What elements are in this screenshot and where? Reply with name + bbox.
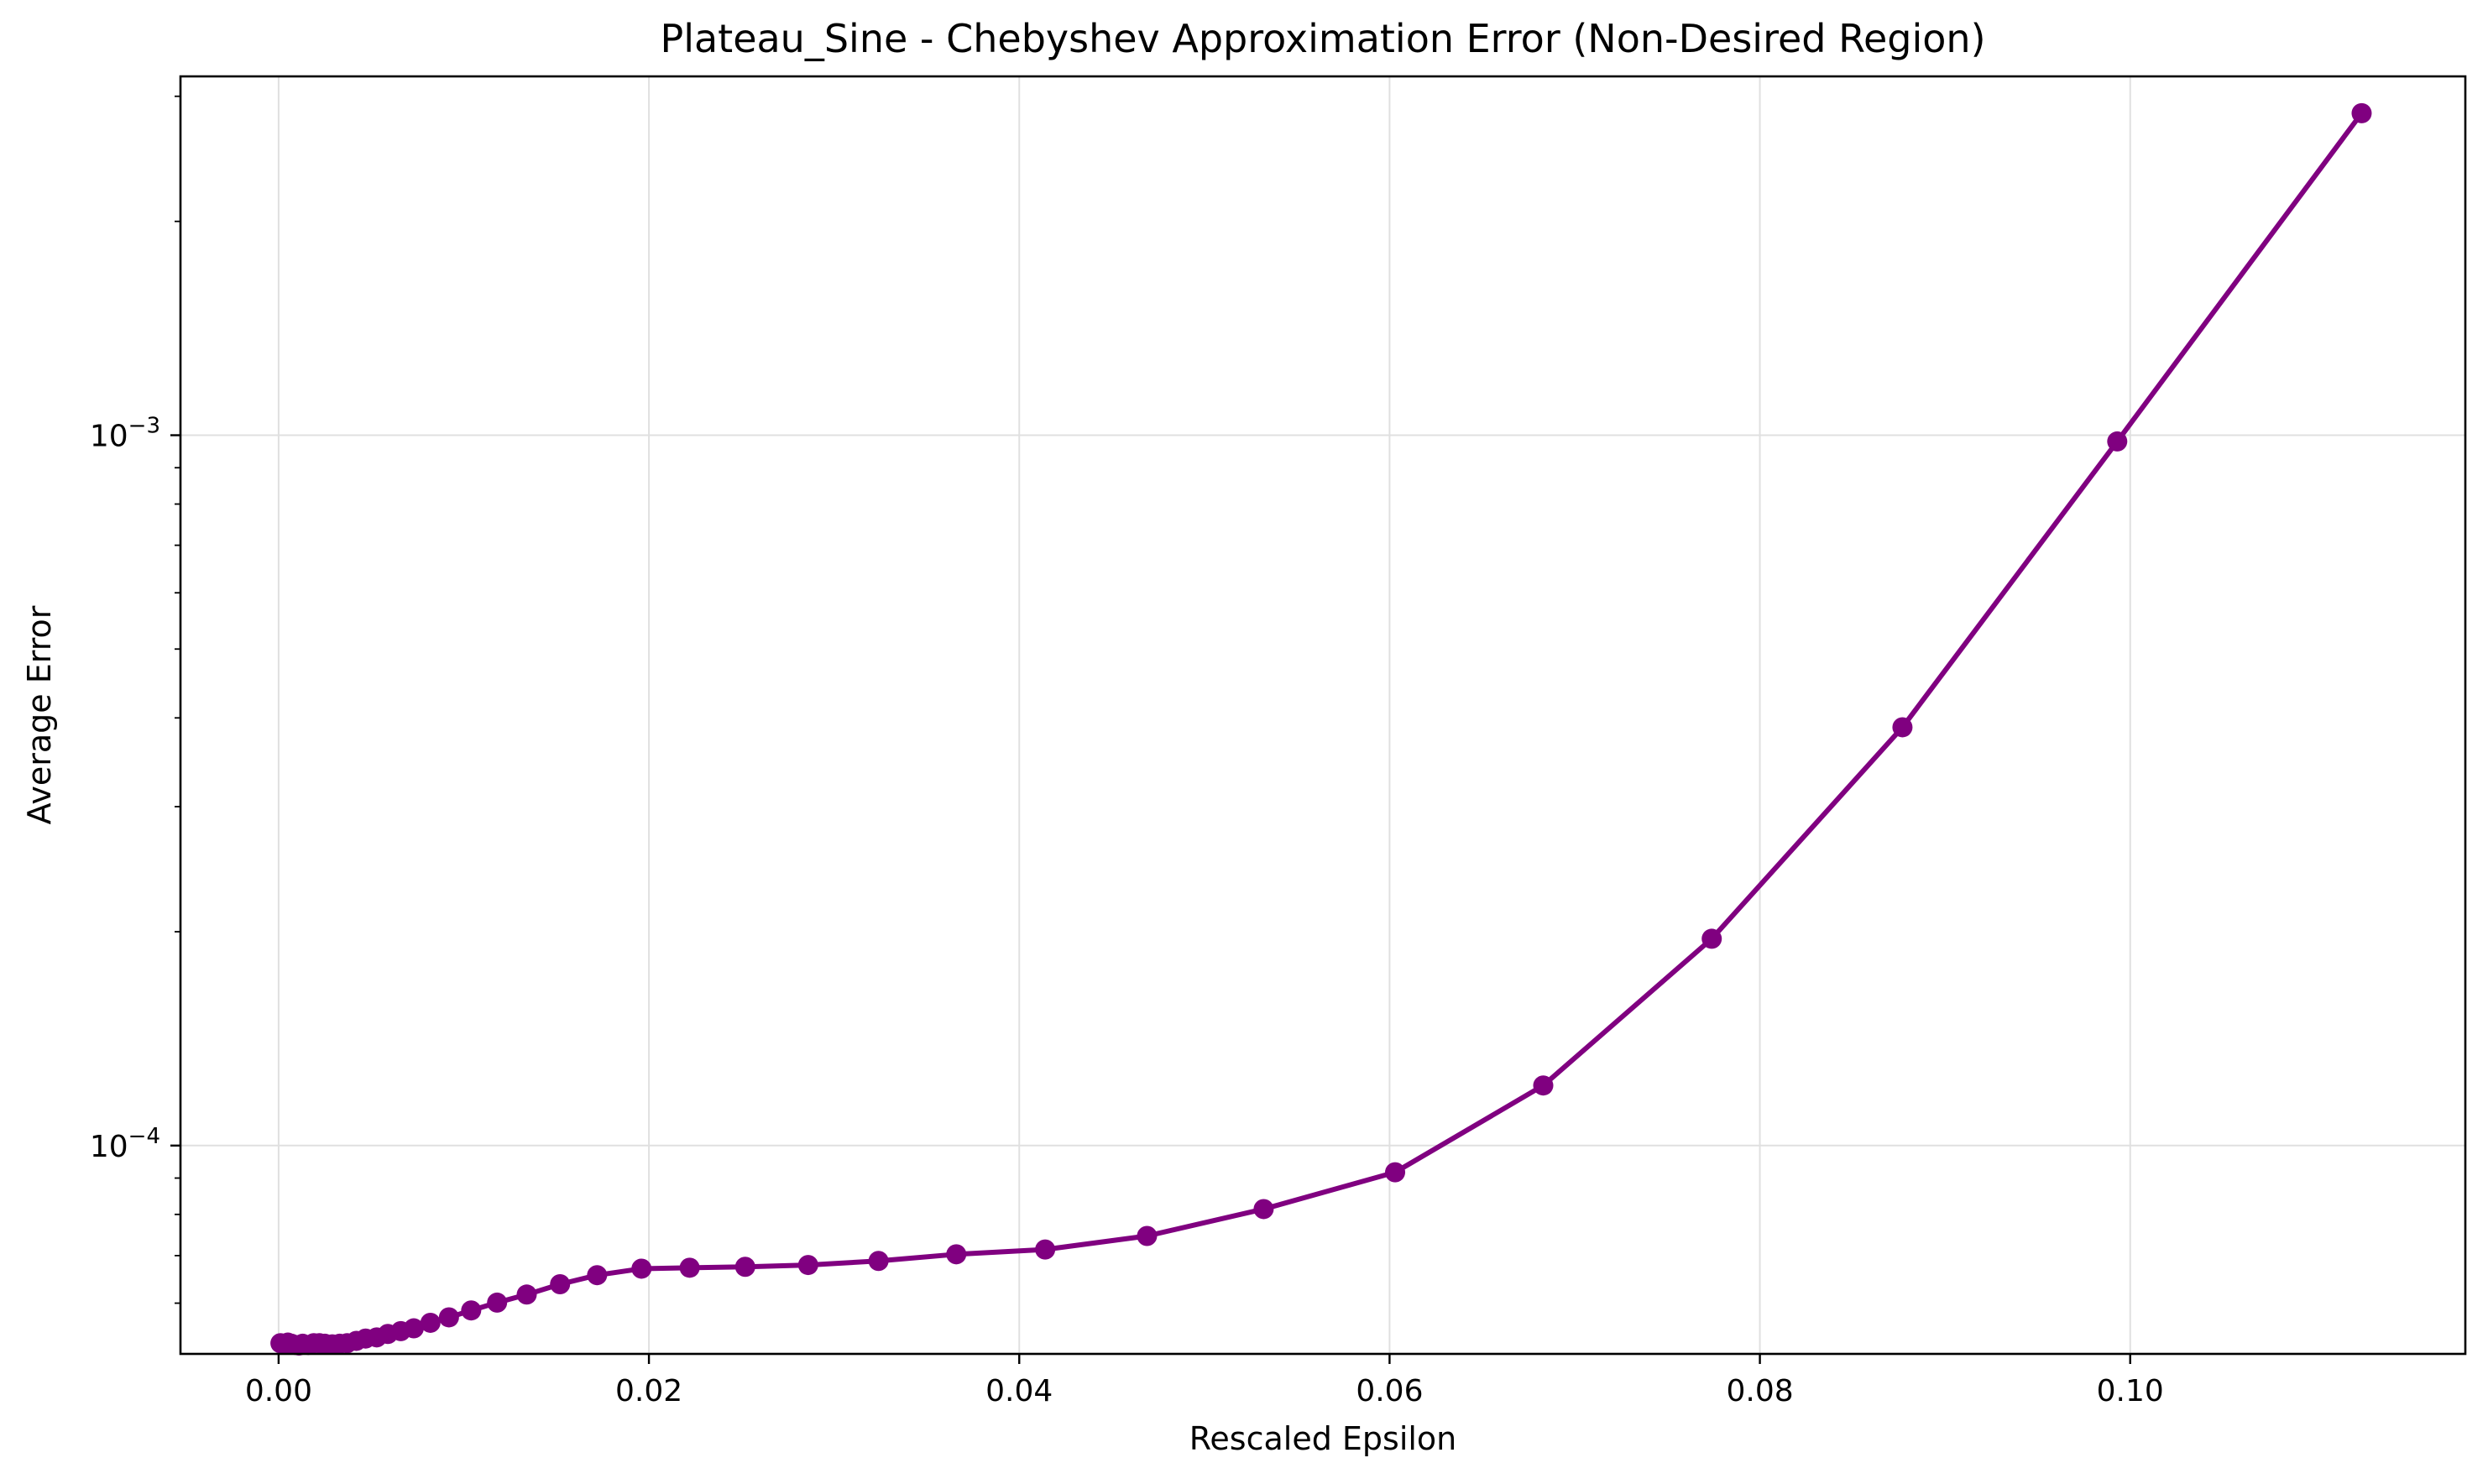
data-point: [631, 1258, 652, 1279]
x-tick-label: 0.10: [2097, 1374, 2164, 1408]
data-point: [1533, 1075, 1554, 1096]
x-tick-label: 0.00: [245, 1374, 312, 1408]
data-point: [438, 1307, 459, 1328]
data-point: [1253, 1199, 1274, 1220]
data-point: [420, 1312, 441, 1333]
data-point: [946, 1244, 967, 1265]
x-tick-label: 0.02: [615, 1374, 682, 1408]
y-axis-label: Average Error: [21, 605, 58, 824]
data-point: [1385, 1162, 1406, 1183]
series-layer: [270, 102, 2372, 1356]
y-axis-ticks: 10−4 10−3: [90, 95, 180, 1304]
data-point: [679, 1257, 700, 1278]
data-point: [487, 1292, 508, 1313]
data-point: [734, 1257, 755, 1278]
data-point: [797, 1255, 818, 1276]
x-axis-ticks: 0.00 0.02 0.04 0.06 0.08 0.10: [245, 1354, 2164, 1408]
y-tick-label: 10−4: [90, 1124, 160, 1164]
data-point: [2107, 431, 2128, 452]
data-point: [587, 1265, 608, 1286]
y-tick-label: 10−3: [90, 414, 160, 454]
x-tick-label: 0.06: [1356, 1374, 1423, 1408]
plot-frame: [179, 75, 2467, 1356]
data-point: [550, 1273, 571, 1294]
data-point: [1701, 928, 1722, 949]
x-tick-label: 0.04: [985, 1374, 1053, 1408]
data-point: [1137, 1225, 1158, 1246]
data-point: [516, 1284, 537, 1305]
data-point: [1892, 717, 1913, 738]
x-tick-label: 0.08: [1726, 1374, 1793, 1408]
data-point: [461, 1300, 482, 1321]
x-axis-label: Rescaled Epsilon: [1189, 1420, 1457, 1457]
chart-title: Plateau_Sine - Chebyshev Approximation E…: [660, 16, 1985, 61]
data-point: [2351, 102, 2372, 123]
grid-layer: [180, 76, 2465, 1354]
data-point: [403, 1318, 424, 1339]
data-point: [868, 1251, 889, 1272]
data-point: [1035, 1239, 1056, 1260]
